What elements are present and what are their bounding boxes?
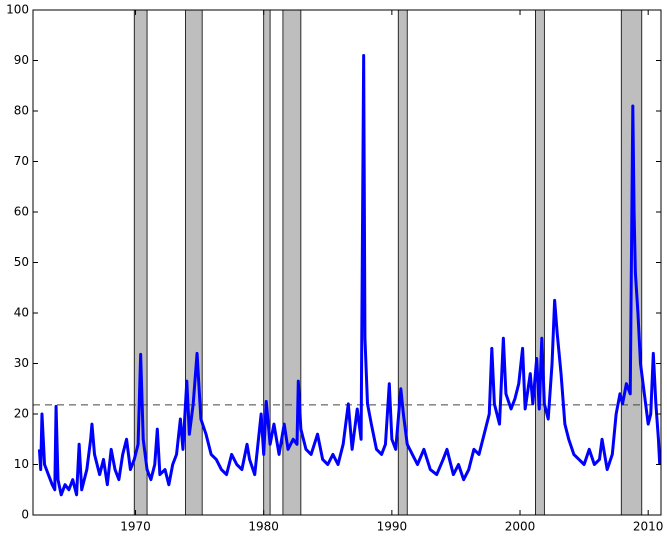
x-tick-label: 1990 <box>377 520 408 534</box>
y-tick-label: 90 <box>14 53 29 67</box>
x-tick-label: 2010 <box>633 520 664 534</box>
y-tick-label: 70 <box>14 154 29 168</box>
y-tick-label: 20 <box>14 407 29 421</box>
y-tick-label: 10 <box>14 457 29 471</box>
x-tick-label: 1970 <box>120 520 151 534</box>
y-tick-label: 80 <box>14 104 29 118</box>
y-tick-label: 30 <box>14 356 29 370</box>
recession-band <box>535 9 545 516</box>
x-tick-label: 2000 <box>505 520 536 534</box>
recession-band <box>185 9 203 516</box>
recession-band <box>133 9 148 516</box>
y-tick-label: 0 <box>21 508 29 522</box>
y-tick-label: 40 <box>14 306 29 320</box>
y-tick-label: 50 <box>14 255 29 269</box>
x-tick-label: 1980 <box>248 520 279 534</box>
data-line <box>37 53 662 497</box>
y-tick-label: 60 <box>14 205 29 219</box>
y-tick-label: 100 <box>6 3 29 17</box>
